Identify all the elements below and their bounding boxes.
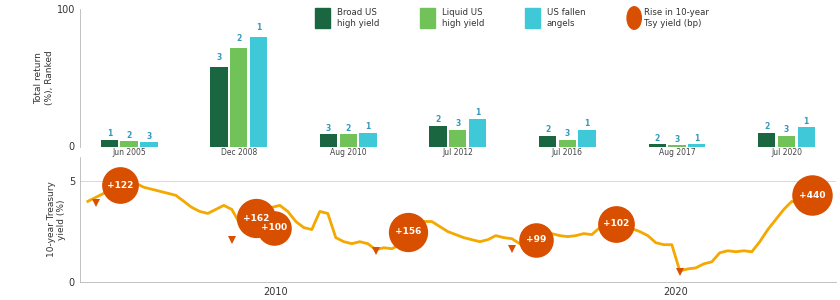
Text: 1: 1 xyxy=(585,119,590,128)
Text: +156: +156 xyxy=(395,227,421,236)
Bar xyxy=(210,67,228,146)
Text: 3: 3 xyxy=(146,132,151,141)
Text: 2: 2 xyxy=(764,122,769,131)
Bar xyxy=(758,133,775,146)
Text: 2: 2 xyxy=(654,134,660,143)
Text: +440: +440 xyxy=(799,191,825,200)
Text: 2: 2 xyxy=(127,131,132,140)
Text: 1: 1 xyxy=(694,134,699,142)
Bar xyxy=(469,119,486,146)
Text: +99: +99 xyxy=(526,235,546,244)
Text: 3: 3 xyxy=(455,119,460,128)
Point xyxy=(113,183,127,188)
Bar xyxy=(429,126,447,146)
Text: 2: 2 xyxy=(435,115,441,124)
Point xyxy=(249,216,263,221)
Bar xyxy=(339,134,357,146)
Text: Rise in 10-year
Tsy yield (bp): Rise in 10-year Tsy yield (bp) xyxy=(644,8,709,28)
Bar xyxy=(579,130,596,146)
Text: 2: 2 xyxy=(345,124,351,133)
Point xyxy=(609,221,622,226)
Bar xyxy=(797,127,815,146)
Bar xyxy=(688,144,706,146)
Text: 2: 2 xyxy=(236,34,241,43)
Y-axis label: 10-year Treasury
yield (%): 10-year Treasury yield (%) xyxy=(46,182,66,257)
Bar xyxy=(230,47,247,146)
Point xyxy=(805,193,818,198)
Bar xyxy=(559,140,576,146)
Bar xyxy=(120,141,138,146)
Text: 3: 3 xyxy=(326,124,331,133)
Bar xyxy=(449,130,466,146)
Text: +100: +100 xyxy=(260,223,287,232)
Text: 3: 3 xyxy=(675,135,680,144)
Text: 2: 2 xyxy=(545,125,550,134)
Bar xyxy=(101,140,118,146)
Point xyxy=(401,229,414,234)
Y-axis label: Total return
(%), Ranked: Total return (%), Ranked xyxy=(34,50,54,105)
Text: 1: 1 xyxy=(107,129,112,138)
Bar xyxy=(648,144,666,146)
Text: 1: 1 xyxy=(255,23,261,32)
Bar xyxy=(778,136,795,146)
Text: 1: 1 xyxy=(475,108,480,117)
Text: 3: 3 xyxy=(564,129,570,138)
Text: 1: 1 xyxy=(365,122,370,131)
Text: Liquid US
high yield: Liquid US high yield xyxy=(442,8,484,28)
Text: 3: 3 xyxy=(217,53,222,62)
Text: +102: +102 xyxy=(602,219,629,228)
Bar xyxy=(320,134,337,146)
Text: US fallen
angels: US fallen angels xyxy=(547,8,585,28)
Text: 3: 3 xyxy=(784,125,789,134)
Bar xyxy=(140,142,158,146)
Text: 1: 1 xyxy=(804,117,809,126)
Bar xyxy=(249,37,267,146)
Point xyxy=(267,225,281,230)
Text: +122: +122 xyxy=(107,181,133,190)
Bar xyxy=(539,136,556,146)
Bar xyxy=(360,133,376,146)
Point xyxy=(529,237,543,242)
Text: Broad US
high yield: Broad US high yield xyxy=(337,8,379,28)
Text: +162: +162 xyxy=(243,214,269,223)
